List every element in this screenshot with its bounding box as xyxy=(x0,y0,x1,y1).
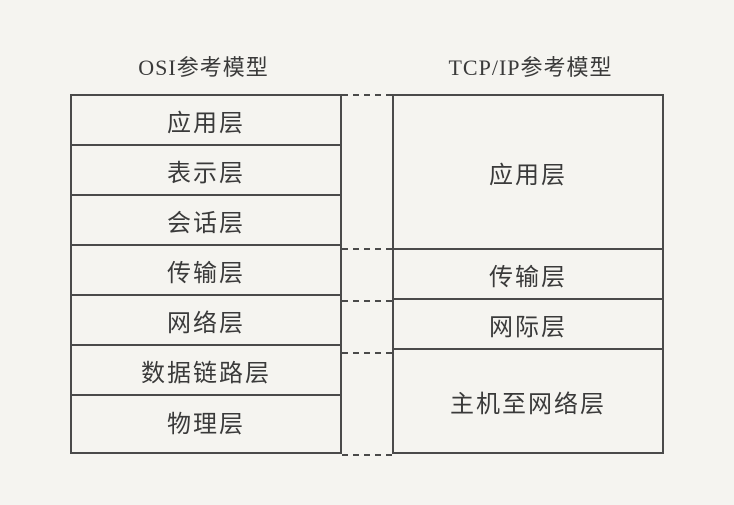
osi-layer-physical: 物理层 xyxy=(72,396,340,446)
osi-layer-session: 会话层 xyxy=(72,196,340,246)
tcpip-layer-transport: 传输层 xyxy=(394,250,662,300)
tcpip-layer-application: 应用层 xyxy=(394,96,662,250)
osi-layer-transport: 传输层 xyxy=(72,246,340,296)
dash-line xyxy=(342,248,392,250)
tcpip-layer-network-access: 主机至网络层 xyxy=(394,350,662,452)
osi-layer-network: 网络层 xyxy=(72,296,340,346)
osi-header: OSI参考模型 xyxy=(70,50,337,82)
tcpip-header: TCP/IP参考模型 xyxy=(397,50,664,82)
osi-layer-application: 应用层 xyxy=(72,96,340,146)
model-comparison-diagram: OSI参考模型 TCP/IP参考模型 应用层 表示层 会话层 传输层 网络层 数… xyxy=(70,50,664,454)
dash-line xyxy=(342,300,392,302)
dash-line xyxy=(342,94,392,96)
tcpip-column: 应用层 传输层 网际层 主机至网络层 xyxy=(392,94,664,454)
dash-line xyxy=(342,352,392,354)
headers-row: OSI参考模型 TCP/IP参考模型 xyxy=(70,50,664,82)
columns-wrapper: 应用层 表示层 会话层 传输层 网络层 数据链路层 物理层 应用层 传输层 网际… xyxy=(70,94,664,454)
osi-layer-datalink: 数据链路层 xyxy=(72,346,340,396)
connector-lines xyxy=(342,94,392,454)
osi-column: 应用层 表示层 会话层 传输层 网络层 数据链路层 物理层 xyxy=(70,94,342,454)
osi-layer-presentation: 表示层 xyxy=(72,146,340,196)
dash-line xyxy=(342,454,392,456)
tcpip-layer-internet: 网际层 xyxy=(394,300,662,350)
